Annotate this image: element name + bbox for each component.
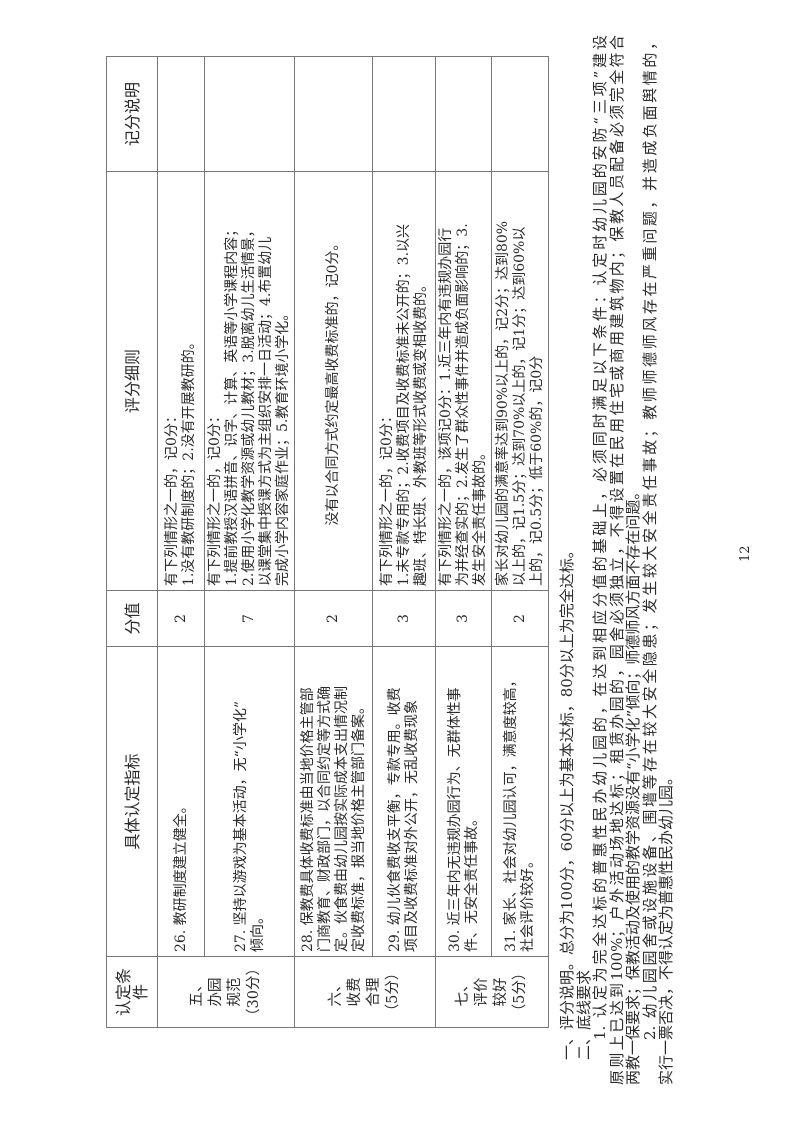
remarks-cell: [372, 56, 436, 172]
indicator-cell: 31. 家长、社会对幼儿园认可，满意度较高， 社会评价较好。: [491, 646, 549, 957]
rules-cell-line: 发生安全责任事故的。: [472, 446, 488, 587]
table-row: 七、 评价 较好 （5分） 30. 近三年内无违规办园行为、无群体性事 件、无安全责任事故…: [435, 56, 549, 1028]
criteria-table: 认定条件 具体认定指标 分值 评分细则 记分说明 五、 办园 规范 （30分） 26. …: [106, 56, 549, 1028]
indicator-cell: 29. 幼儿伙食费收支平衡，专款专用。收费 项目及收费标准对外公开，无乱收费现象: [372, 646, 436, 957]
indicator-cell-line: 定收费标准，报当地价格主管部门备案。: [350, 700, 367, 953]
category-line: （5分）: [512, 965, 528, 1019]
indicator-cell-line: 项目及收费标准对外公开，无乱收费现象: [404, 700, 420, 953]
note-line: 2. 幼儿园园舍或设施设备、围墙等存在较大安全隐患；发生较大安全责任事故；教师师…: [640, 35, 659, 1040]
score-cell: 2: [157, 590, 205, 647]
rules-cell-line: 以课堂集中授课方式为主组织安排一日活动；4.布置幼儿: [258, 236, 274, 587]
category-line: 规范: [227, 977, 243, 1007]
indicator-cell-line: 门商教育、财政部门，以合同约定等方式确: [316, 686, 333, 953]
rules-cell-line: 2.使用小学化教学资源或幼儿教材；3.脱离幼儿生活情景，: [241, 223, 257, 587]
category-line: 五、: [189, 977, 205, 1007]
remarks-cell: [157, 56, 205, 172]
remarks-cell: [294, 56, 373, 172]
indicator-cell-line: 社会评价较好。: [520, 854, 536, 953]
category-line: 办园: [208, 977, 224, 1007]
table-row: 五、 办园 规范 （30分） 26. 教研制度建立健全。 2 有下列情形之一的，记0分： 1.…: [157, 56, 295, 1028]
category-line: 七、: [455, 977, 471, 1007]
rules-cell-line: 完成小学内容家庭作业；5.教育环境小学化。: [275, 306, 291, 587]
indicator-cell-line: 倾向。: [249, 910, 266, 953]
category-line: 评价: [474, 977, 490, 1007]
category-cell: 六、 收费 合理 （5分）: [294, 956, 436, 1028]
indicator-cell-line: 定。伙食费由幼儿园按实际成本支出情况制: [333, 686, 350, 953]
header-rules: 评分细则: [106, 171, 158, 591]
table-row: 六、 收费 合理 （5分） 28. 保教费具体收费标准由当地价格主管部 门商教育、财政部门…: [294, 56, 436, 1028]
category-line: （30分）: [246, 961, 262, 1023]
indicator-cell-line: 30. 近三年内无违规办园行为、无群体性事: [446, 687, 463, 953]
note-line: 1. 认定为完全达标的普惠性民办幼儿园的，在达到相应分值的基础上，必须同时满足以…: [591, 35, 609, 1040]
rules-cell: 有下列情形之一的，记0分： 1.没有教研制度的；2.没有开展教研的。: [157, 171, 205, 591]
score-cell: 2: [491, 590, 549, 647]
note-line: 一、评分说明。总分为100分，60分以上为基本达标，80分以上为完全达标。: [558, 543, 576, 1060]
table-row: 31. 家长、社会对幼儿园认可，满意度较高， 社会评价较好。 2 家长对幼儿园的满意率…: [491, 56, 549, 1028]
page-number: 12: [738, 545, 753, 562]
note-line: 二、底线要求: [574, 969, 593, 1060]
rules-cell: 家长对幼儿园的满意率达到90%以上的，记2分；达到80% 以上的，记1.5分；达到…: [491, 171, 549, 591]
remarks-cell: [491, 56, 549, 172]
score-cell: 2: [294, 590, 373, 647]
indicator-cell-line: 27. 坚持以游戏为基本活动，无“小学化”: [232, 701, 249, 953]
score-cell: 3: [372, 590, 436, 647]
indicator-cell-line: 31. 家长、社会对幼儿园认可，满意度较高，: [503, 673, 519, 953]
category-line: （5分）: [385, 965, 401, 1019]
remarks-cell: [435, 56, 492, 172]
note-line: 原则上已达到100%；户外活动场地达标；租赁办园的，园舍必须独立，不得设置在民用…: [607, 35, 626, 1085]
rules-cell-line: 有下列情形之一的，记0分：: [207, 409, 223, 587]
footnotes: 一、评分说明。总分为100分，60分以上为基本达标，80分以上为完全达标。 二、…: [558, 35, 675, 1085]
rules-cell-line: 有下列情形之一的，记0分：: [378, 409, 395, 587]
rules-cell-line: 1.提前教授汉语拼音、识字、计算、英语等小学课程内容；: [224, 222, 240, 587]
table-row: 27. 坚持以游戏为基本活动，无“小学化” 倾向。 7 有下列情形之一的，记0分： 1.…: [204, 56, 295, 1028]
rules-cell-line: 以上的，记1.5分；达到70%以上的，记1分；达到60%以: [511, 226, 528, 587]
note-line: 实行一票否决，不得认定为普惠性民办幼儿园。: [657, 769, 675, 1085]
indicator-cell-line: 26. 教研制度建立健全。: [172, 799, 189, 953]
table-row: 29. 幼儿伙食费收支平衡，专款专用。收费 项目及收费标准对外公开，无乱收费现象 3…: [372, 56, 436, 1028]
rules-cell: 有下列情形之一的，该项记0分：1.近三年内有违规办园行 为并经查实的；2.发生了群…: [435, 171, 492, 591]
score-cell: 3: [435, 590, 492, 647]
header-category: 认定条件: [106, 956, 158, 1028]
header-indicator: 具体认定指标: [106, 646, 158, 957]
rules-cell-line: 家长对幼儿园的满意率达到90%以上的，记2分；达到80%: [494, 220, 511, 587]
indicator-cell-line: 件、无安全责任事故。: [463, 812, 480, 953]
rules-cell: 有下列情形之一的，记0分： 1.提前教授汉语拼音、识字、计算、英语等小学课程内容；…: [204, 171, 295, 591]
header-notes: 记分说明: [106, 56, 158, 172]
category-line: 合理: [366, 977, 382, 1007]
category-line: 六、: [328, 977, 344, 1007]
table-header-row: 认定条件 具体认定指标 分值 评分细则 记分说明: [106, 56, 158, 1028]
category-line: 收费: [347, 977, 363, 1007]
rules-cell-line: 没有以合同方式约定最高收费标准的，记0分。: [325, 236, 341, 526]
header-score: 分值: [106, 590, 158, 647]
indicator-cell-line: 29. 幼儿伙食费收支平衡，专款专用。收费: [387, 687, 403, 953]
indicator-cell-line: 28. 保教费具体收费标准由当地价格主管部: [299, 687, 316, 953]
indicator-cell: 28. 保教费具体收费标准由当地价格主管部 门商教育、财政部门，以合同约定等方式确…: [294, 646, 373, 957]
indicator-cell: 26. 教研制度建立健全。: [157, 646, 205, 957]
rules-cell-line: 1.未专款专用的；2.收费项目及收费标准未公开的；3.以兴: [395, 223, 412, 587]
rules-cell: 没有以合同方式约定最高收费标准的，记0分。: [294, 171, 373, 591]
score-cell: 7: [204, 590, 295, 647]
rules-cell-line: 为并经查实的；2.发生了群众性事件并造成负面影响的；3.: [455, 223, 471, 587]
rules-cell-line: 有下列情形之一的，该项记0分：1.近三年内有违规办园行: [438, 227, 454, 587]
note-line: 两教一保要求；保教活动及使用的教学资源没有“小学化”倾向；师德师风方面不存在问题…: [624, 484, 642, 1085]
rules-cell-line: 上的，记0.5分；低于60%的，记0分: [528, 355, 545, 587]
indicator-cell: 27. 坚持以游戏为基本活动，无“小学化” 倾向。: [204, 646, 295, 957]
rules-cell: 有下列情形之一的，记0分： 1.未专款专用的；2.收费项目及收费标准未公开的；3.…: [372, 171, 436, 591]
indicator-cell: 30. 近三年内无违规办园行为、无群体性事 件、无安全责任事故。: [435, 646, 492, 957]
rules-cell-line: 有下列情形之一的，记0分：: [164, 409, 180, 587]
category-line: 较好: [493, 977, 509, 1007]
rules-cell-line: 1.没有教研制度的；2.没有开展教研的。: [181, 335, 197, 587]
rules-cell-line: 趣班、特长班、外教班等形式收费或变相收费的。: [412, 278, 429, 587]
category-cell: 五、 办园 规范 （30分）: [157, 956, 295, 1028]
category-cell: 七、 评价 较好 （5分）: [435, 956, 549, 1028]
remarks-cell: [204, 56, 295, 172]
